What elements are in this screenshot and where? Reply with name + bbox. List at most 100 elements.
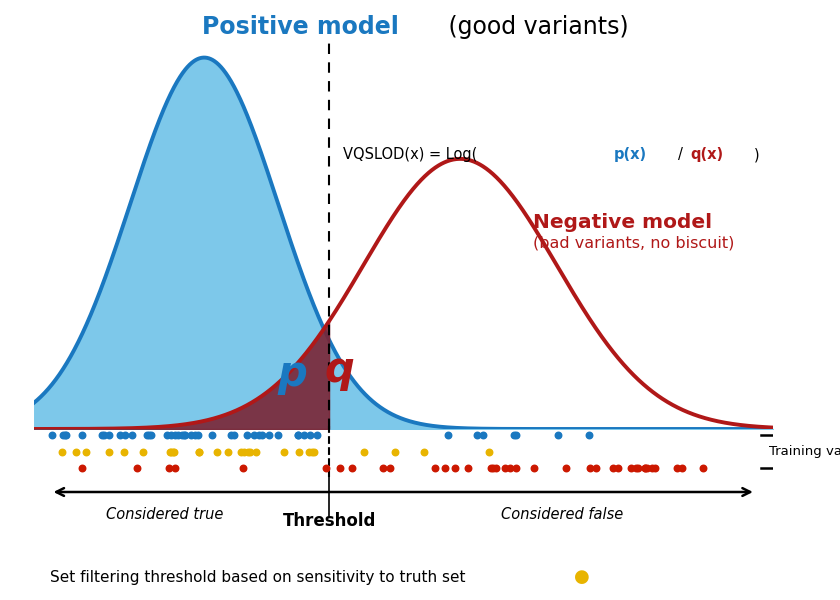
Point — [583, 430, 596, 440]
Point — [696, 463, 710, 473]
Point — [249, 446, 263, 456]
Point — [638, 463, 652, 473]
Point — [606, 463, 620, 473]
Text: ): ) — [754, 147, 760, 162]
Text: Threshold: Threshold — [282, 512, 376, 530]
Point — [177, 430, 191, 440]
Point — [244, 446, 257, 456]
Point — [75, 463, 88, 473]
Point — [503, 463, 517, 473]
Point — [58, 430, 71, 440]
Text: Negative model: Negative model — [533, 212, 712, 232]
Point — [188, 430, 202, 440]
Point — [291, 430, 305, 440]
Point — [95, 430, 108, 440]
Point — [648, 463, 662, 473]
Text: ●: ● — [575, 568, 590, 586]
Point — [559, 463, 573, 473]
Point — [624, 463, 638, 473]
Point — [80, 446, 93, 456]
Point — [238, 446, 251, 456]
Point — [262, 430, 276, 440]
Point — [630, 463, 643, 473]
Point — [277, 446, 291, 456]
Point — [144, 430, 158, 440]
Point — [169, 430, 182, 440]
Point — [255, 430, 269, 440]
Point — [206, 430, 219, 440]
Point — [136, 446, 150, 456]
Point — [528, 463, 541, 473]
Point — [160, 430, 174, 440]
Text: Set filtering threshold based on sensitivity to truth set: Set filtering threshold based on sensiti… — [50, 570, 475, 584]
Point — [611, 463, 624, 473]
Text: (good variants): (good variants) — [441, 15, 628, 39]
Point — [102, 446, 116, 456]
Point — [118, 430, 132, 440]
Point — [140, 430, 154, 440]
Point — [307, 446, 321, 456]
Point — [631, 463, 644, 473]
Point — [69, 446, 82, 456]
Point — [130, 463, 144, 473]
Text: p: p — [277, 353, 307, 395]
Point — [221, 446, 234, 456]
Text: Considered true: Considered true — [106, 507, 223, 522]
Point — [675, 463, 689, 473]
Point — [167, 446, 181, 456]
Point — [162, 463, 176, 473]
Point — [165, 430, 178, 440]
Point — [490, 463, 503, 473]
Point — [670, 463, 684, 473]
Point — [102, 430, 116, 440]
Point — [142, 430, 155, 440]
Point — [509, 463, 522, 473]
Point — [291, 430, 305, 440]
Point — [164, 446, 177, 456]
Point — [117, 446, 130, 456]
Point — [476, 430, 490, 440]
Point — [171, 430, 185, 440]
Point — [507, 430, 521, 440]
Point — [178, 430, 192, 440]
Point — [645, 463, 659, 473]
Point — [56, 430, 70, 440]
Point — [234, 446, 247, 456]
Point — [485, 463, 498, 473]
Point — [55, 446, 69, 456]
Text: q(x): q(x) — [690, 147, 724, 162]
Text: Positive model: Positive model — [202, 15, 398, 39]
Point — [384, 463, 397, 473]
Point — [448, 463, 461, 473]
Point — [224, 430, 238, 440]
Point — [428, 463, 442, 473]
Text: q: q — [324, 349, 354, 391]
Point — [305, 446, 318, 456]
Point — [168, 463, 181, 473]
Point — [271, 430, 285, 440]
Point — [237, 463, 250, 473]
Point — [297, 430, 311, 440]
Text: Training variants: Training variants — [769, 445, 840, 458]
Point — [442, 430, 455, 440]
Point — [165, 446, 179, 456]
Point — [388, 446, 402, 456]
Point — [482, 446, 496, 456]
Point — [320, 463, 333, 473]
Point — [126, 430, 139, 440]
Text: /: / — [678, 147, 683, 162]
Point — [551, 430, 564, 440]
Point — [461, 463, 475, 473]
Point — [417, 446, 431, 456]
Text: VQSLOD(x) = Log(: VQSLOD(x) = Log( — [344, 147, 478, 162]
Point — [76, 430, 89, 440]
Point — [60, 430, 73, 440]
Text: Considered false: Considered false — [501, 507, 623, 522]
Point — [638, 463, 652, 473]
Point — [184, 430, 197, 440]
Point — [97, 430, 111, 440]
Point — [486, 463, 500, 473]
Point — [302, 446, 316, 456]
Point — [303, 430, 317, 440]
Point — [228, 430, 241, 440]
